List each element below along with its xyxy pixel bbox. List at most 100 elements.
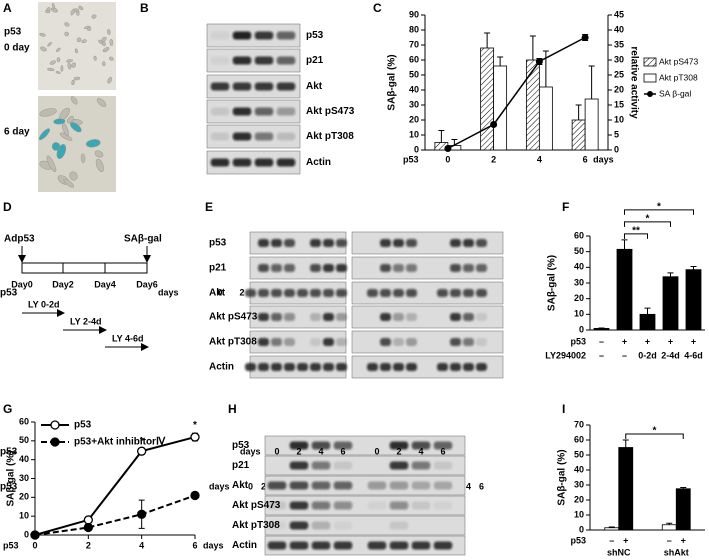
band (380, 239, 391, 247)
band (367, 541, 387, 550)
band (333, 441, 353, 450)
treatment-label: p53 (0, 288, 18, 299)
band (289, 541, 309, 550)
x-tick-label: 6 (192, 540, 197, 550)
band (210, 158, 230, 167)
band (310, 313, 321, 321)
group-label: shNC (607, 547, 631, 557)
blot-strip (264, 515, 466, 536)
band (476, 239, 487, 247)
band (463, 363, 474, 371)
band (271, 264, 282, 272)
row-label: Akt (306, 81, 323, 92)
band (310, 264, 321, 272)
cell (102, 61, 106, 67)
band (389, 481, 409, 490)
blot-strip (264, 535, 466, 556)
band (393, 363, 404, 371)
legend-swatch (643, 57, 657, 67)
band (433, 481, 453, 490)
axis-title: relative activity (628, 46, 639, 119)
band (437, 289, 448, 297)
cell (73, 76, 81, 81)
lane-unit: days (209, 481, 230, 491)
row-label: Actin (232, 540, 257, 551)
y-tick-label: 20 (19, 492, 29, 502)
row-label: Akt pT308 (306, 131, 354, 142)
cell (47, 67, 55, 71)
day-label: Day6 (136, 279, 158, 289)
cell (102, 47, 110, 53)
bar (584, 98, 599, 151)
y-tick-label: 10 (574, 309, 584, 319)
y-tick-label: 40 (19, 454, 29, 464)
band (276, 158, 296, 167)
y-tick-label: 70 (409, 39, 419, 49)
band (284, 338, 295, 346)
band (271, 313, 282, 321)
band (463, 313, 474, 321)
band (393, 264, 404, 272)
cell (60, 65, 64, 72)
error-bar (497, 56, 504, 66)
band (450, 289, 461, 297)
point (30, 530, 40, 540)
error-bar (666, 522, 673, 525)
x-axis-prefix: p53 (3, 540, 19, 550)
band (406, 363, 417, 371)
cell (55, 71, 61, 74)
band (311, 481, 331, 490)
point (490, 121, 498, 128)
cell (78, 5, 84, 11)
band (476, 289, 487, 297)
band (258, 264, 269, 272)
row-label: p53 (232, 440, 250, 451)
cell (70, 8, 76, 16)
day-label: Day4 (94, 279, 116, 289)
y-tick-label: 60 (574, 434, 584, 444)
band (284, 239, 295, 247)
lane-label: 2 (396, 446, 401, 456)
band (258, 338, 269, 346)
band (406, 239, 417, 247)
band (406, 313, 417, 321)
band (210, 132, 230, 141)
cell (46, 155, 57, 172)
lane-unit: days (240, 446, 261, 456)
legend-swatch (643, 73, 657, 83)
blot-strip (264, 495, 466, 516)
row-label: p53 (306, 30, 324, 41)
x-tick-label: 6 (583, 154, 588, 164)
x-tick-label: 4 (139, 540, 144, 550)
row-label: Akt pS473 (306, 106, 355, 117)
band (389, 441, 409, 450)
cell (95, 158, 104, 172)
row-value: 0-2d (638, 350, 657, 360)
band (271, 338, 282, 346)
row-value: + (622, 336, 627, 346)
band (433, 541, 453, 550)
cell (80, 153, 86, 163)
point (444, 145, 452, 152)
x-tick-label: 4 (537, 154, 542, 164)
band (267, 521, 287, 530)
band (450, 338, 461, 346)
cell (107, 29, 111, 35)
band (393, 289, 404, 297)
point (581, 34, 589, 41)
treatment-label: p53 (0, 482, 18, 493)
band (463, 239, 474, 247)
band (450, 313, 461, 321)
band (406, 338, 417, 346)
point (137, 509, 147, 519)
bar (662, 276, 679, 331)
band (267, 501, 287, 510)
lane-label: 6 (440, 446, 445, 456)
row-value: + (681, 535, 686, 545)
cell (96, 98, 107, 107)
band (276, 107, 296, 116)
bar (525, 59, 540, 151)
cell (76, 37, 82, 43)
lane-label: 6 (479, 481, 484, 491)
bar (661, 524, 677, 531)
